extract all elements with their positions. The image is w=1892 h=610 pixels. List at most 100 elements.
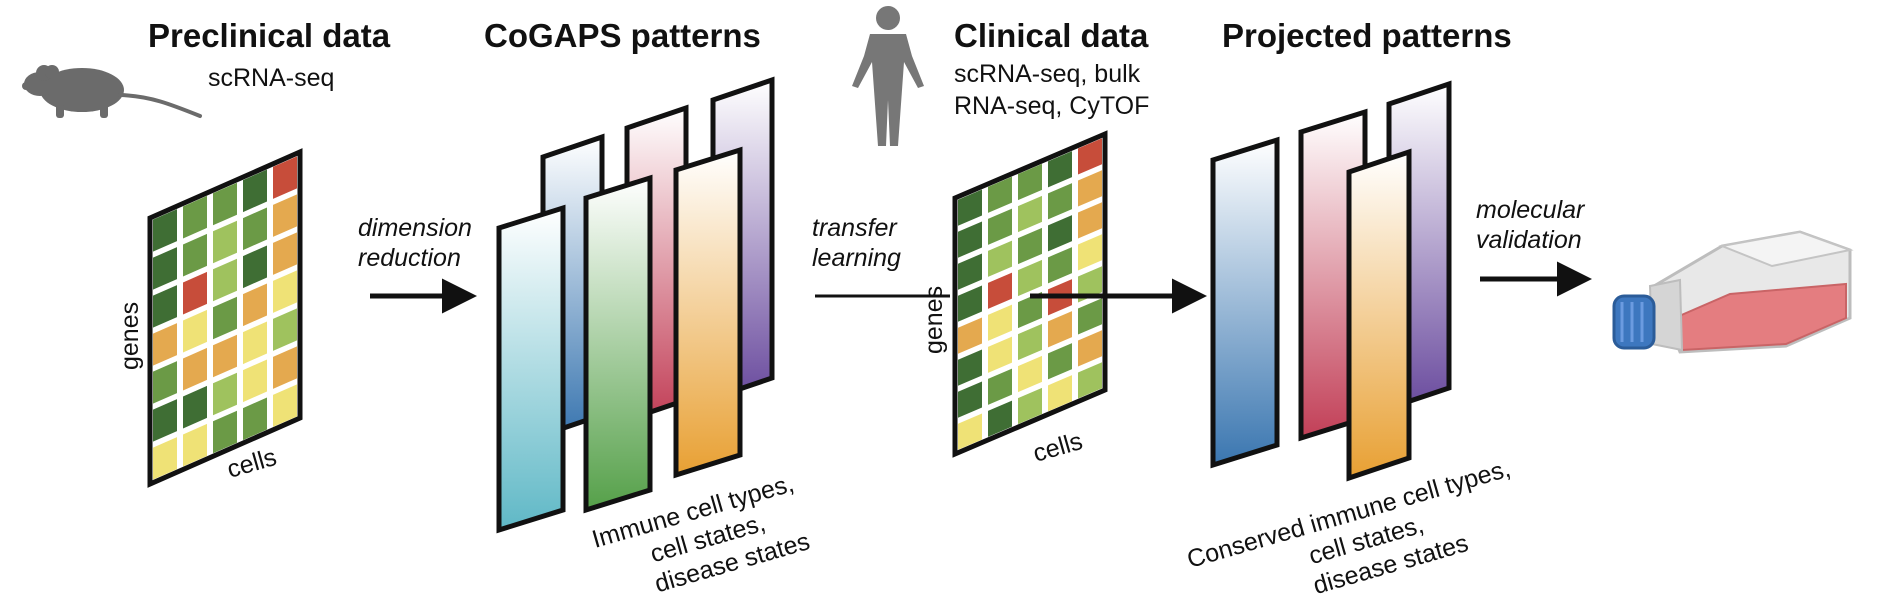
heatmap-cell xyxy=(243,359,267,403)
heatmap-cell xyxy=(1018,291,1042,329)
preclinical-title: Preclinical data xyxy=(148,17,391,54)
heatmap-cell xyxy=(1078,362,1102,399)
cogaps-patterns xyxy=(496,76,775,534)
heatmap-cell xyxy=(273,384,297,427)
heatmap-cell xyxy=(183,271,207,315)
heatmap-cell xyxy=(243,245,267,289)
transfer-learning-line1: transfer xyxy=(812,214,898,242)
pattern-bar-green xyxy=(583,174,653,514)
heatmap-cell xyxy=(1078,202,1102,239)
heatmap-cell xyxy=(988,208,1012,245)
molecular-validation-line2: validation xyxy=(1476,226,1582,254)
preclinical-heatmap xyxy=(147,148,303,488)
heatmap-cell xyxy=(213,258,237,302)
heatmap-cell xyxy=(183,423,207,467)
heatmap-cell xyxy=(243,321,267,365)
clinical-subtitle-line2: RNA-seq, CyTOF xyxy=(954,92,1149,120)
heatmap-cell xyxy=(153,323,177,366)
heatmap-cell xyxy=(153,361,177,404)
clinical-cells-axis-label: cells xyxy=(1030,427,1086,468)
clinical-title: Clinical data xyxy=(954,17,1149,54)
heatmap-cell xyxy=(213,296,237,340)
heatmap-cell xyxy=(183,309,207,353)
heatmap-cell xyxy=(213,372,237,416)
heatmap-cell xyxy=(273,270,297,313)
heatmap-cell xyxy=(153,247,177,290)
heatmap-cell xyxy=(273,232,297,275)
pattern-bar-teal xyxy=(496,204,566,534)
heatmap-cell xyxy=(1078,330,1102,367)
heatmap-cell xyxy=(1048,247,1072,284)
pattern-bar-orange xyxy=(673,146,743,479)
clinical-genes-axis-label: genes xyxy=(920,286,948,354)
heatmap-cell xyxy=(273,156,297,199)
heatmap-cell xyxy=(1078,266,1102,303)
projected-bar-orange xyxy=(1346,148,1412,482)
heatmap-cell xyxy=(958,317,982,354)
cogaps-title: CoGAPS patterns xyxy=(484,17,761,54)
heatmap-cell xyxy=(183,195,207,239)
projected-title: Projected patterns xyxy=(1222,17,1512,54)
heatmap-cell xyxy=(958,285,982,322)
heatmap-cell xyxy=(1018,323,1042,361)
heatmap-cell xyxy=(1078,234,1102,271)
heatmap-cell xyxy=(243,169,267,213)
heatmap-cell xyxy=(183,347,207,391)
heatmap-cell xyxy=(273,194,297,237)
heatmap-cell xyxy=(958,381,982,418)
heatmap-cell xyxy=(958,413,982,450)
heatmap-cell xyxy=(213,410,237,454)
heatmap-cell xyxy=(213,220,237,264)
heatmap-cell xyxy=(243,283,267,327)
heatmap-cell xyxy=(153,285,177,328)
heatmap-cell xyxy=(273,308,297,351)
heatmap-cell xyxy=(1018,355,1042,393)
mouse-icon xyxy=(22,65,202,118)
heatmap-cell xyxy=(988,272,1012,309)
heatmap-cell xyxy=(1078,138,1102,175)
heatmap-cell xyxy=(243,397,267,441)
preclinical-subtitle: scRNA-seq xyxy=(208,64,334,92)
heatmap-cell xyxy=(958,221,982,258)
heatmap-cell xyxy=(958,349,982,386)
projected-bar-blue xyxy=(1210,136,1280,469)
heatmap-cell xyxy=(988,336,1012,373)
heatmap-cell xyxy=(213,334,237,378)
clinical-subtitle-line1: scRNA-seq, bulk xyxy=(954,60,1141,88)
heatmap-cell xyxy=(1078,170,1102,207)
heatmap-cell xyxy=(1018,195,1042,233)
heatmap-cell xyxy=(1018,227,1042,265)
dimension-reduction-line2: reduction xyxy=(358,244,461,272)
cell-culture-flask-icon xyxy=(1612,230,1854,354)
heatmap-cell xyxy=(1018,163,1042,201)
transfer-learning-line2: learning xyxy=(812,244,901,272)
heatmap-cell xyxy=(243,207,267,251)
heatmap-cell xyxy=(988,368,1012,405)
preclinical-genes-axis-label: genes xyxy=(116,302,144,370)
heatmap-cell xyxy=(213,182,237,226)
human-icon xyxy=(852,6,924,146)
heatmap-cell xyxy=(1048,375,1072,412)
heatmap-cell xyxy=(988,400,1012,437)
heatmap-cell xyxy=(1018,387,1042,425)
heatmap-cell xyxy=(1048,311,1072,348)
heatmap-cell xyxy=(988,176,1012,213)
heatmap-cell xyxy=(183,233,207,277)
heatmap-cell xyxy=(958,253,982,290)
heatmap-cell xyxy=(1048,215,1072,252)
heatmap-cell xyxy=(153,399,177,442)
heatmap-cell xyxy=(153,437,177,480)
heatmap-cell xyxy=(1048,151,1072,188)
heatmap-cell xyxy=(1048,183,1072,220)
heatmap-cell xyxy=(273,346,297,389)
molecular-validation-line1: molecular xyxy=(1476,196,1586,224)
heatmap-cell xyxy=(958,189,982,226)
dimension-reduction-line1: dimension xyxy=(358,214,472,242)
heatmap-cell xyxy=(1078,298,1102,335)
heatmap-cell xyxy=(1048,343,1072,380)
heatmap-cell xyxy=(153,209,177,252)
projected-patterns xyxy=(1210,80,1452,482)
heatmap-cell xyxy=(1018,259,1042,297)
heatmap-cell xyxy=(183,385,207,429)
